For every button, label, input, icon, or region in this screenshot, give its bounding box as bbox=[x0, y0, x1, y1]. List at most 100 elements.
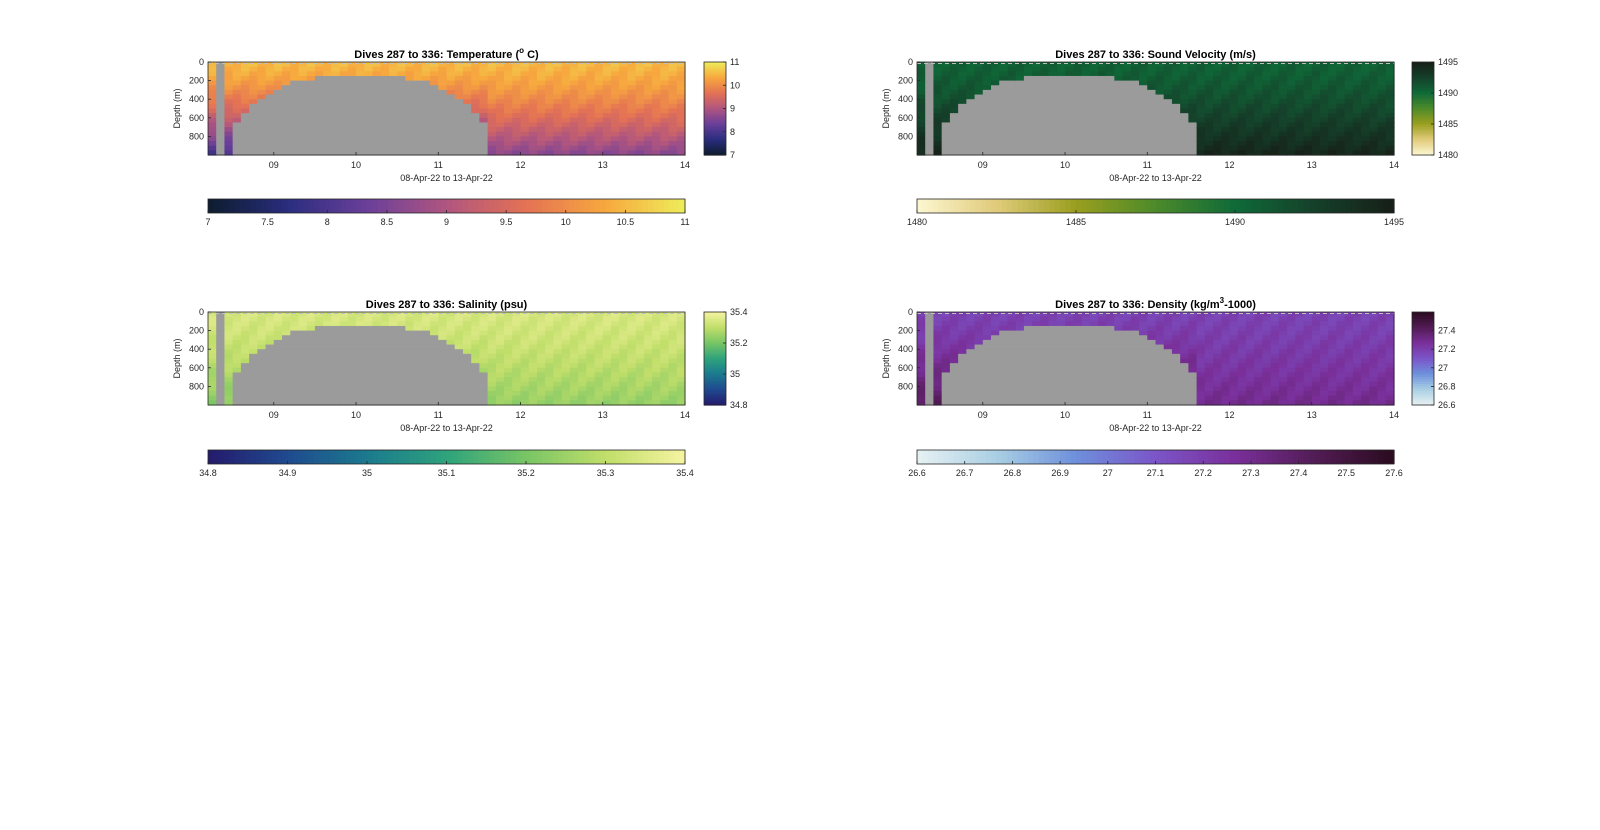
heatmap-cell bbox=[974, 94, 984, 100]
heatmap-cell bbox=[958, 117, 967, 124]
heatmap-cell bbox=[1188, 75, 1198, 82]
heatmap-cell bbox=[676, 349, 686, 355]
heatmap-cell bbox=[1015, 335, 1025, 341]
heatmap-cell bbox=[240, 113, 250, 119]
heatmap-cell bbox=[314, 94, 324, 100]
heatmap-cell bbox=[323, 117, 332, 124]
heatmap-cell bbox=[208, 386, 217, 392]
heatmap-cell bbox=[1015, 117, 1025, 124]
heatmap-cell bbox=[1040, 127, 1050, 133]
heatmap-cell bbox=[1106, 325, 1115, 332]
heatmap-cell bbox=[405, 316, 415, 322]
heatmap-cell bbox=[364, 141, 374, 147]
heatmap-cell bbox=[487, 62, 497, 68]
heatmap-cell bbox=[578, 141, 587, 147]
heatmap-cell bbox=[1114, 321, 1124, 327]
heatmap-cell bbox=[1229, 127, 1239, 133]
heatmap-cell bbox=[1245, 386, 1255, 392]
colorbar-cell bbox=[531, 199, 538, 213]
heatmap-cell bbox=[421, 386, 431, 392]
heatmap-cell bbox=[594, 141, 604, 147]
heatmap-cell bbox=[643, 62, 653, 68]
heatmap-cell bbox=[232, 344, 242, 350]
heatmap-cell bbox=[536, 62, 546, 68]
heatmap-cell bbox=[1155, 386, 1165, 392]
heatmap-cell bbox=[405, 330, 415, 336]
heatmap-cell bbox=[545, 372, 555, 378]
colorbar-cell bbox=[276, 450, 283, 464]
heatmap-cell bbox=[339, 325, 349, 332]
heatmap-cell bbox=[1073, 400, 1083, 406]
heatmap-cell bbox=[1007, 344, 1017, 350]
heatmap-cell bbox=[594, 381, 604, 387]
heatmap-cell bbox=[495, 150, 505, 156]
heatmap-cell bbox=[430, 117, 439, 124]
heatmap-cell bbox=[941, 400, 951, 406]
colorbar-cell bbox=[605, 450, 612, 464]
heatmap-cell bbox=[1089, 62, 1099, 68]
heatmap-cell bbox=[991, 363, 1000, 369]
heatmap-cell bbox=[1287, 386, 1296, 392]
heatmap-cell bbox=[1163, 141, 1173, 147]
heatmap-cell bbox=[1015, 89, 1025, 96]
colorbar-cell bbox=[704, 321, 726, 325]
heatmap-cell bbox=[569, 358, 579, 364]
heatmap-cell bbox=[958, 150, 967, 156]
heatmap-cell bbox=[569, 113, 579, 119]
heatmap-cell bbox=[652, 321, 661, 327]
heatmap-cell bbox=[1073, 117, 1083, 124]
heatmap-cell bbox=[1130, 339, 1140, 346]
heatmap-cell bbox=[545, 71, 555, 77]
heatmap-cell bbox=[966, 80, 976, 86]
heatmap-cell bbox=[1139, 145, 1148, 151]
heatmap-cell bbox=[232, 131, 242, 137]
heatmap-cell bbox=[380, 325, 390, 332]
bottom-colorbar-tick-label: 35.4 bbox=[676, 468, 694, 478]
heatmap-cell bbox=[372, 358, 382, 364]
heatmap-cell bbox=[504, 381, 513, 387]
heatmap-cell bbox=[982, 391, 992, 397]
bottom-colorbar-tick-label: 1480 bbox=[907, 217, 927, 227]
heatmap-cell bbox=[520, 316, 530, 322]
heatmap-cell bbox=[1040, 391, 1050, 397]
heatmap-cell bbox=[1130, 367, 1140, 374]
heatmap-cell bbox=[1032, 99, 1041, 105]
heatmap-cell bbox=[257, 395, 267, 401]
heatmap-cell bbox=[602, 400, 612, 406]
heatmap-cell bbox=[1295, 363, 1305, 369]
y-tick-label: 600 bbox=[189, 363, 204, 373]
heatmap-cell bbox=[273, 349, 283, 355]
heatmap-cell bbox=[917, 339, 926, 346]
heatmap-cell bbox=[991, 103, 1000, 110]
heatmap-cell bbox=[1188, 94, 1198, 100]
heatmap-cell bbox=[602, 325, 612, 332]
bottom-colorbar-box bbox=[916, 198, 1395, 214]
heatmap-cell bbox=[578, 377, 587, 383]
colorbar-cell bbox=[704, 332, 726, 336]
heatmap-cell bbox=[257, 353, 267, 360]
heatmap-cell bbox=[1065, 325, 1074, 332]
heatmap-cell bbox=[495, 372, 505, 378]
heatmap-cell bbox=[974, 108, 984, 114]
heatmap-cell bbox=[240, 386, 250, 392]
heatmap-cell bbox=[430, 127, 439, 133]
heatmap-cell bbox=[1295, 71, 1305, 77]
heatmap-cell bbox=[249, 386, 258, 392]
heatmap-cell bbox=[553, 377, 563, 383]
heatmap-cell bbox=[966, 122, 976, 128]
colorbar-cell bbox=[1197, 199, 1204, 213]
heatmap-cell bbox=[594, 103, 604, 110]
heatmap-cell bbox=[438, 330, 448, 336]
colorbar-cell bbox=[1412, 120, 1434, 124]
heatmap-cell bbox=[413, 325, 423, 332]
heatmap-cell bbox=[627, 127, 637, 133]
heatmap-cell bbox=[1229, 363, 1239, 369]
colorbar-cell bbox=[704, 365, 726, 369]
heatmap-cell bbox=[545, 391, 555, 397]
heatmap-cell bbox=[1065, 312, 1074, 318]
heatmap-cell bbox=[1089, 363, 1099, 369]
heatmap-cell bbox=[1270, 85, 1280, 91]
heatmap-cell bbox=[208, 349, 217, 355]
heatmap-cell bbox=[265, 136, 275, 142]
heatmap-cell bbox=[545, 141, 555, 147]
